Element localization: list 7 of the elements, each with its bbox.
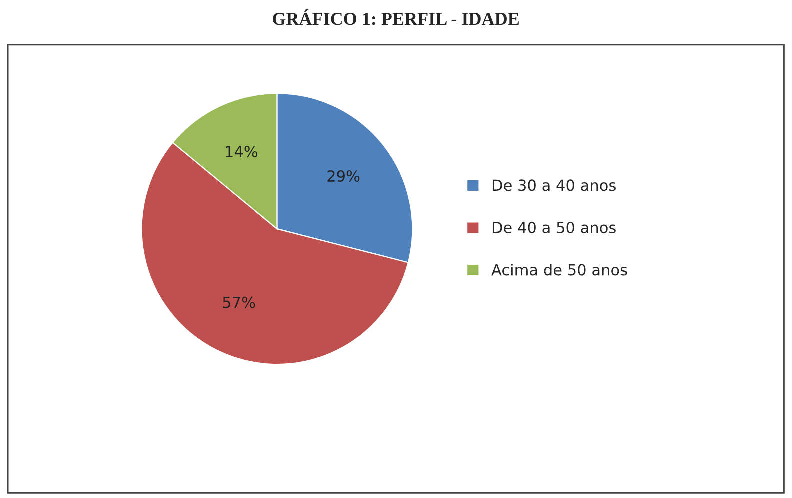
legend-label: De 30 a 40 anos <box>492 180 616 192</box>
legend-label: De 40 a 50 anos <box>492 222 616 234</box>
data-label: 29% <box>328 170 360 182</box>
data-label: 14% <box>226 146 258 158</box>
chart-title: GRÁFICO 1: PERFIL - IDADE <box>272 10 519 26</box>
data-label: 57% <box>223 296 256 308</box>
legend-label: Acima de 50 anos <box>492 264 628 276</box>
